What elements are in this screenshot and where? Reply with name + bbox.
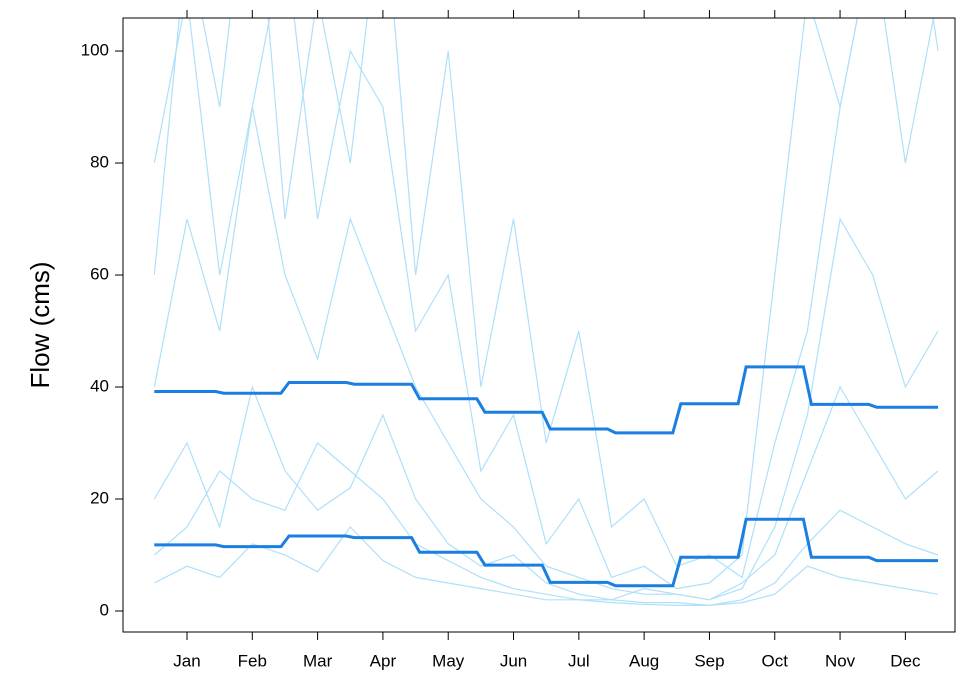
y-tick-label: 40: [90, 377, 109, 396]
y-tick-label: 0: [100, 600, 109, 619]
x-tick-label: Aug: [629, 651, 659, 670]
plot-area: [153, 18, 939, 607]
x-tick-label: Apr: [370, 651, 397, 670]
trace: [153, 384, 939, 601]
trace: [153, 442, 939, 607]
trace: [153, 106, 939, 601]
x-tick-label: May: [432, 651, 465, 670]
trace: [154, 526, 939, 606]
x-tick-label: Jan: [173, 651, 200, 670]
x-tick-label: Nov: [825, 651, 856, 670]
x-tick-label: Feb: [238, 651, 267, 670]
y-axis-label: Flow (cms): [25, 261, 55, 388]
plot-frame: [122, 17, 956, 633]
y-tick-label: 60: [90, 265, 109, 284]
trace: [153, 18, 935, 590]
y-tick-label: 100: [81, 41, 109, 60]
x-tick-label: Jun: [500, 651, 527, 670]
x-tick-label: Mar: [303, 651, 333, 670]
step-line: [154, 517, 938, 588]
x-tick-label: Jul: [568, 651, 590, 670]
trace: [153, 18, 939, 579]
step-line: [154, 365, 938, 435]
x-tick-label: Oct: [762, 651, 789, 670]
y-tick-label: 20: [90, 488, 109, 507]
y-tick-label: 80: [90, 153, 109, 172]
x-tick-label: Sep: [694, 651, 724, 670]
x-tick-label: Dec: [890, 651, 921, 670]
